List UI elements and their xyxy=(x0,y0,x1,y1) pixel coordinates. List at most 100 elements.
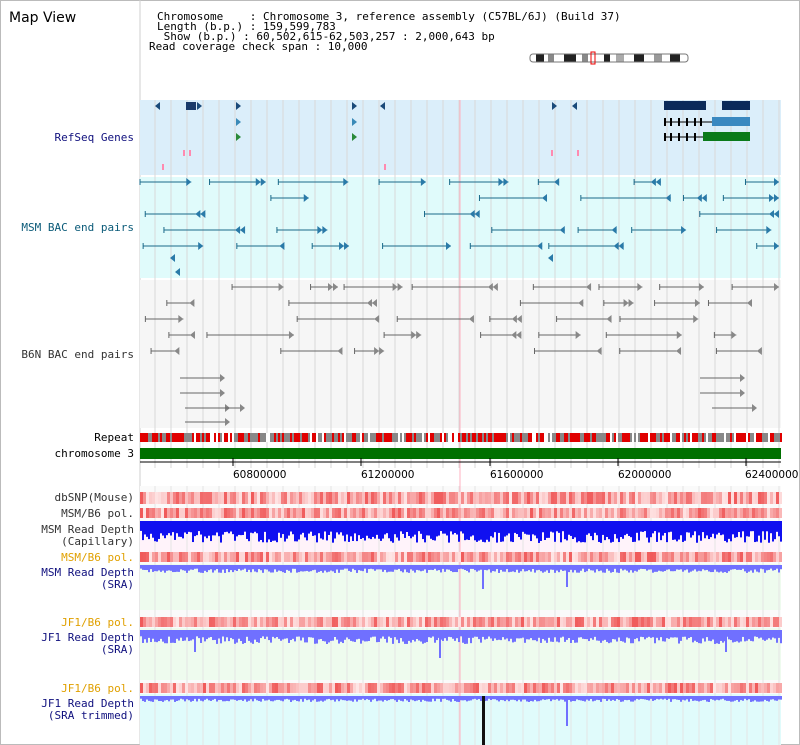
jf1-sra-depth-bar xyxy=(622,630,624,642)
msm-sra-depth-bar xyxy=(182,565,184,571)
msm-b6-pol-strip xyxy=(545,552,548,562)
dbsnp-strip xyxy=(398,492,401,504)
track-label-jf1-depth-trimmed[interactable]: JF1 Read Depth xyxy=(41,697,134,710)
msm-sra-depth-bar xyxy=(226,565,228,569)
track-label-jf1-b6-pol-2[interactable]: JF1/B6 pol. xyxy=(61,682,134,695)
msm-capillary-depth-bar xyxy=(416,521,418,543)
msm-b6-pol-strip xyxy=(626,508,629,518)
jf1-sra-depth-bar xyxy=(308,630,310,638)
jf1-sra-depth-bar xyxy=(474,630,476,637)
track-label-msm-bac[interactable]: MSM BAC end pairs xyxy=(21,221,134,234)
msm-b6-pol-strip xyxy=(260,552,263,562)
b6n-bac-pair-end xyxy=(278,283,284,291)
dbsnp-strip xyxy=(227,492,230,504)
track-label-msm-depth-sra[interactable]: MSM Read Depth xyxy=(41,566,134,579)
msm-sra-depth-bar xyxy=(674,565,676,572)
jf1-sra-depth-bar xyxy=(264,630,266,639)
msm-sra-depth-bar xyxy=(658,565,660,571)
track-label-chromosome[interactable]: chromosome 3 xyxy=(54,447,134,460)
track-label-refseq[interactable]: RefSeq Genes xyxy=(54,131,134,144)
jf1-b6-pol-strip xyxy=(731,617,734,627)
track-label-repeat[interactable]: Repeat xyxy=(94,431,134,444)
refseq-gene-marker xyxy=(352,133,357,141)
msm-capillary-depth-bar xyxy=(162,521,164,536)
jf1-b6-pol-strip xyxy=(683,683,686,693)
msm-capillary-depth-bar xyxy=(318,521,320,534)
jf1-sra-depth-bar xyxy=(464,630,466,644)
track-label-jf1-depth-sra[interactable]: JF1 Read Depth xyxy=(41,631,134,644)
msm-capillary-depth-bar xyxy=(656,521,658,542)
jf1-b6-pol-strip xyxy=(290,683,293,693)
jf1-trim-depth-bar xyxy=(150,696,152,702)
jf1-b6-pol-strip xyxy=(476,617,479,627)
dbsnp-strip xyxy=(320,492,323,504)
jf1-b6-pol-strip xyxy=(707,683,710,693)
repeat-segment xyxy=(758,433,760,442)
msm-capillary-depth-bar xyxy=(212,521,214,536)
repeat-segment xyxy=(728,433,730,442)
jf1-b6-pol-strip xyxy=(662,683,665,693)
jf1-trim-depth-bar xyxy=(524,696,526,700)
dbsnp-strip xyxy=(419,492,422,504)
msm-capillary-depth-bar xyxy=(148,521,150,540)
msm-capillary-depth-bar xyxy=(246,521,248,539)
jf1-sra-depth-bar xyxy=(680,630,682,641)
msm-sra-depth-bar xyxy=(424,565,426,570)
jf1-b6-pol-strip xyxy=(266,683,269,693)
msm-b6-pol-strip xyxy=(617,552,620,562)
jf1-b6-pol-strip xyxy=(767,617,770,627)
track-label-b6n-bac[interactable]: B6N BAC end pairs xyxy=(21,348,134,361)
msm-capillary-depth-bar xyxy=(718,521,720,533)
jf1-trim-depth-bar xyxy=(640,696,642,699)
jf1-trim-depth-bar xyxy=(444,696,446,699)
msm-b6-pol-strip xyxy=(644,508,647,518)
msm-capillary-depth-bar xyxy=(174,521,176,540)
msm-b6-pol-strip xyxy=(539,508,542,518)
track-label-jf1-b6-pol-1[interactable]: JF1/B6 pol. xyxy=(61,616,134,629)
track-label-msm-b6-pol-1[interactable]: MSM/B6 pol. xyxy=(61,507,134,520)
jf1-b6-pol-strip xyxy=(764,617,767,627)
dbsnp-strip xyxy=(557,492,560,504)
dbsnp-strip xyxy=(296,492,299,504)
jf1-sra-depth-bar xyxy=(520,630,522,639)
msm-b6-pol-strip xyxy=(560,552,563,562)
dbsnp-strip xyxy=(272,492,275,504)
msm-sra-depth-bar xyxy=(180,565,182,570)
jf1-trim-depth-bar xyxy=(334,696,336,702)
repeat-segment xyxy=(700,433,702,442)
jf1-trim-depth-bar xyxy=(676,696,678,700)
repeat-segment xyxy=(222,433,224,442)
jf1-b6-pol-strip xyxy=(440,617,443,627)
jf1-b6-pol-strip xyxy=(752,683,755,693)
dbsnp-strip xyxy=(584,492,587,504)
track-label-msm-depth-capillary[interactable]: MSM Read Depth xyxy=(41,523,134,536)
jf1-b6-pol-strip xyxy=(374,617,377,627)
msm-sra-depth-bar xyxy=(302,565,304,572)
jf1-b6-pol-strip xyxy=(332,617,335,627)
jf1-trim-depth-bar xyxy=(424,696,426,701)
jf1-trim-depth-bar xyxy=(572,696,574,701)
msm-b6-pol-strip xyxy=(581,552,584,562)
track-label-msm-b6-pol-2[interactable]: MSM/B6 pol. xyxy=(61,551,134,564)
jf1-b6-pol-strip xyxy=(614,683,617,693)
jf1-b6-pol-strip xyxy=(671,617,674,627)
jf1-b6-pol-strip xyxy=(758,683,761,693)
msm-b6-pol-strip xyxy=(329,508,332,518)
jf1-b6-pol-strip xyxy=(380,617,383,627)
msm-sra-depth-bar xyxy=(464,565,466,571)
msm-capillary-depth-bar xyxy=(472,521,474,536)
dbsnp-strip xyxy=(578,492,581,504)
msm-capillary-depth-bar xyxy=(768,521,770,543)
msm-capillary-depth-bar xyxy=(156,521,158,542)
msm-capillary-depth-bar xyxy=(268,521,270,540)
msm-capillary-depth-bar xyxy=(586,521,588,535)
jf1-b6-pol-strip xyxy=(161,683,164,693)
jf1-sra-depth-bar xyxy=(436,630,438,641)
jf1-trim-depth-bar xyxy=(440,696,442,702)
jf1-trim-depth-bar xyxy=(434,696,436,702)
track-label-dbsnp[interactable]: dbSNP(Mouse) xyxy=(54,491,134,504)
jf1-b6-pol-strip xyxy=(452,617,455,627)
jf1-sra-depth-bar xyxy=(304,630,306,643)
refseq-exon xyxy=(670,133,672,141)
